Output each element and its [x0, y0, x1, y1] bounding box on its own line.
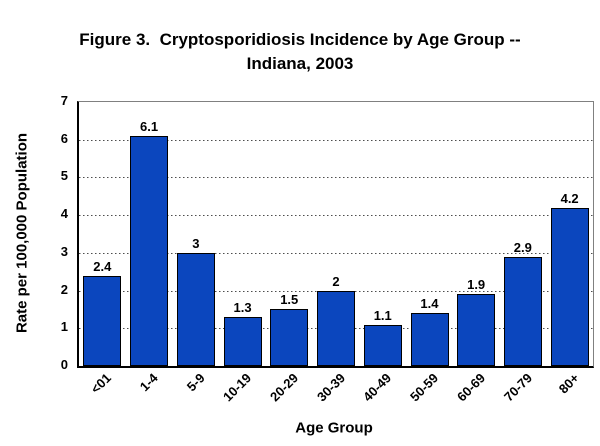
y-tick-label-5: 5 — [60, 168, 68, 184]
y-tick-label-4: 4 — [60, 206, 68, 222]
bar-50-59 — [410, 313, 449, 366]
chart-title-line1: Figure 3. Cryptosporidiosis Incidence by… — [79, 30, 521, 49]
bar-value-label-60-69: 1.9 — [467, 277, 486, 293]
bar-value-label-1-4: 6.1 — [139, 118, 159, 134]
gridline-y3 — [79, 252, 593, 254]
x-tick-label-1-4: 1-4 — [137, 370, 162, 395]
x-tick-label-30-39: 30-39 — [313, 370, 348, 405]
bar-value-label-5-9: 3 — [192, 235, 200, 251]
y-tick-label-6: 6 — [60, 130, 68, 146]
bar-30-39 — [317, 290, 355, 366]
bar-<01 — [83, 275, 122, 366]
x-tick-label-80+: 80+ — [555, 370, 582, 397]
y-tick-label-2: 2 — [60, 281, 68, 297]
y-tick-label-7: 7 — [60, 93, 68, 108]
y-tick-label-3: 3 — [60, 243, 68, 259]
bar-70-79 — [503, 256, 542, 366]
gridline-y6 — [79, 139, 593, 141]
x-tick-label-40-49: 40-49 — [360, 370, 395, 405]
y-tick-label-0: 0 — [60, 357, 68, 372]
bar-value-label-30-39: 2 — [332, 273, 340, 289]
x-tick-label-<01: <01 — [88, 370, 115, 397]
y-tick-label-1: 1 — [60, 319, 68, 335]
x-tick-label-60-69: 60-69 — [453, 370, 489, 405]
bar-60-69 — [457, 294, 496, 366]
x-tick-label-20-29: 20-29 — [267, 370, 302, 405]
gridline-y4 — [79, 215, 593, 217]
bar-20-29 — [270, 309, 309, 366]
bar-value-label-20-29: 1.5 — [280, 292, 299, 308]
x-tick-label-5-9: 5-9 — [183, 370, 208, 395]
bar-value-label-50-59: 1.4 — [420, 296, 439, 312]
x-tick-label-50-59: 50-59 — [407, 370, 442, 405]
gridline-y5 — [79, 177, 593, 179]
bar-10-19 — [223, 317, 262, 366]
bar-value-label-80+: 4.2 — [560, 190, 579, 206]
bar-80+ — [550, 207, 589, 366]
bar-value-label-70-79: 2.9 — [513, 239, 532, 255]
x-axis-title: Age Group — [295, 419, 373, 437]
chart-title-line2: Indiana, 2003 — [246, 54, 354, 73]
y-axis-title: Rate per 100,000 Population — [13, 132, 31, 334]
plot-area: 2.4 6.1 3 1.3 1.5 2 1.1 1.4 1.9 2.9 4.2 — [77, 101, 594, 368]
x-tick-label-70-79: 70-79 — [500, 370, 535, 405]
chart-title: Figure 3. Cryptosporidiosis Incidence by… — [0, 28, 600, 76]
x-tick-label-10-19: 10-19 — [220, 370, 255, 405]
bar-value-label-10-19: 1.3 — [233, 300, 252, 315]
bar-40-49 — [363, 324, 402, 366]
bar-value-label-40-49: 1.1 — [373, 307, 392, 323]
bar-value-label-<01: 2.4 — [93, 258, 112, 274]
bar-5-9 — [176, 252, 215, 366]
bar-1-4 — [130, 135, 169, 366]
